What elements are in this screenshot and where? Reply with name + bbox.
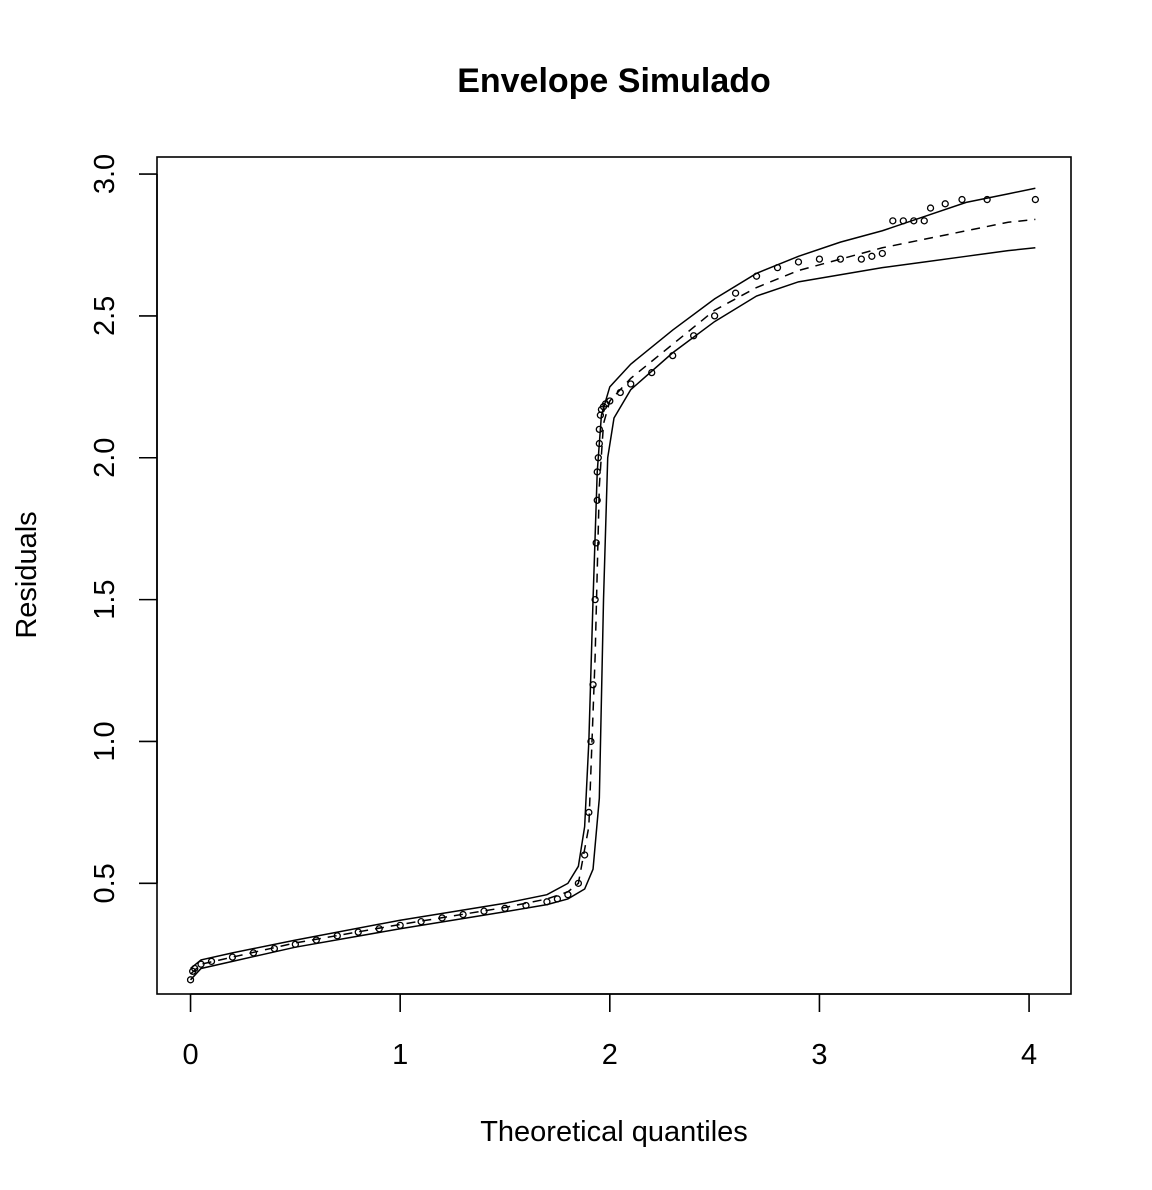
data-point xyxy=(648,368,656,377)
data-point xyxy=(878,249,886,258)
data-point xyxy=(983,195,991,204)
envelope-bound-line xyxy=(190,187,1036,970)
data-point xyxy=(592,539,600,547)
data-point xyxy=(926,204,935,212)
y-axis: 0.5 1.0 1.5 2.0 2.5 3.0 xyxy=(89,154,158,904)
data-point xyxy=(186,976,195,984)
data-point xyxy=(710,312,719,320)
data-point xyxy=(207,957,216,966)
x-tick-label: 3 xyxy=(811,1039,827,1071)
data-point xyxy=(794,258,803,266)
plot-box xyxy=(156,156,1072,995)
data-point xyxy=(815,255,824,263)
y-tick-label: 1.0 xyxy=(89,721,121,761)
y-tick-label: 0.5 xyxy=(89,863,121,903)
data-point xyxy=(627,380,635,388)
data-point xyxy=(593,496,601,504)
y-tick-label: 2.5 xyxy=(89,296,121,336)
chart-title: Envelope Simulado xyxy=(457,62,771,100)
data-point xyxy=(731,289,740,297)
envelope-median-line xyxy=(190,218,1036,975)
data-point xyxy=(868,252,876,260)
data-point xyxy=(836,255,845,263)
residual-points xyxy=(186,195,1040,984)
x-tick-label: 1 xyxy=(392,1039,408,1071)
x-tick-label: 2 xyxy=(602,1039,618,1071)
y-axis-label: Residuals xyxy=(11,511,43,638)
data-point xyxy=(958,195,966,204)
data-point xyxy=(941,200,949,208)
data-point xyxy=(606,397,614,405)
data-point xyxy=(595,425,603,434)
x-tick-label: 4 xyxy=(1021,1039,1037,1071)
y-tick-label: 3.0 xyxy=(89,154,121,194)
x-axis-label: Theoretical quantiles xyxy=(480,1116,748,1148)
series-layer xyxy=(186,187,1040,984)
y-tick-label: 1.5 xyxy=(89,579,121,619)
envelope-bound-line xyxy=(189,247,1036,981)
data-point xyxy=(587,737,595,746)
data-point xyxy=(354,928,362,936)
data-point xyxy=(1031,195,1040,204)
data-point xyxy=(857,255,866,263)
data-point xyxy=(920,217,928,225)
data-point xyxy=(889,217,897,225)
y-tick-label: 2.0 xyxy=(89,438,121,478)
data-point xyxy=(417,917,425,926)
x-tick-label: 0 xyxy=(182,1039,198,1071)
x-axis: 0 1 2 3 4 xyxy=(182,993,1037,1071)
data-point xyxy=(480,907,488,915)
data-point xyxy=(591,595,599,604)
